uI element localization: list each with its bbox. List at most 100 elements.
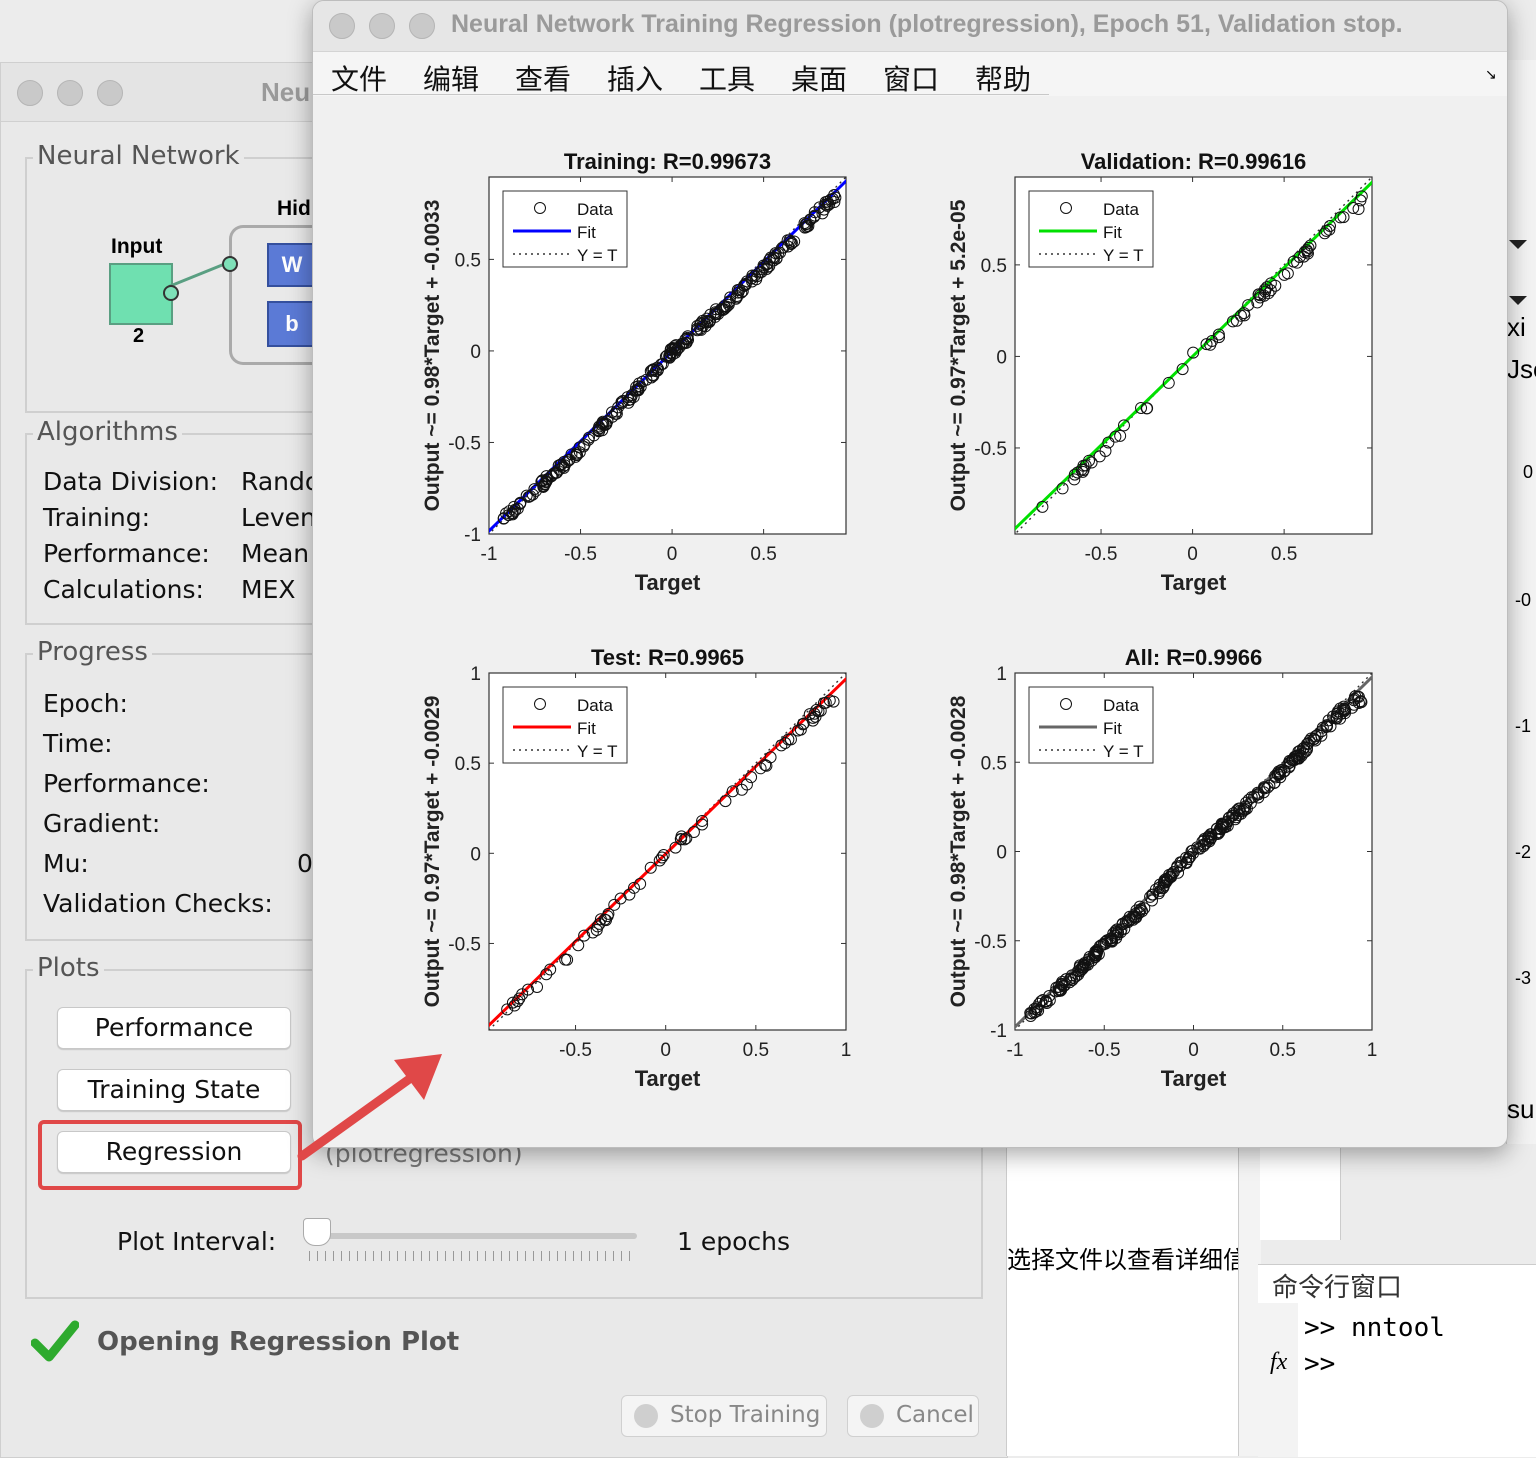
- data-point: [1269, 771, 1282, 784]
- data-point: [1334, 707, 1347, 720]
- menu-view[interactable]: 查看: [515, 63, 572, 96]
- data-point: [796, 718, 809, 731]
- data-point: [1115, 923, 1128, 936]
- data-point: [1347, 201, 1360, 214]
- minimize-window-button[interactable]: [57, 80, 83, 106]
- training-state-plot-button[interactable]: Training State: [57, 1069, 291, 1111]
- data-point: [644, 861, 657, 874]
- plot-close-button[interactable]: [329, 13, 355, 39]
- data-point: [1268, 777, 1281, 790]
- algorithms-group-label: Algorithms: [33, 417, 182, 447]
- menu-help[interactable]: 帮助: [975, 63, 1032, 96]
- neural-network-group-label: Neural Network: [33, 141, 244, 171]
- data-point: [687, 826, 700, 839]
- command-window-title: 命令行窗口: [1272, 1272, 1403, 1302]
- menu-edit[interactable]: 编辑: [423, 63, 480, 96]
- data-point: [1242, 299, 1255, 312]
- data-point: [655, 358, 668, 371]
- menu-file[interactable]: 文件: [331, 63, 388, 96]
- y-tick-label: -1: [990, 1021, 1007, 1042]
- menu-tools[interactable]: 工具: [699, 63, 756, 96]
- menu-insert[interactable]: 插入: [607, 63, 664, 96]
- data-point: [1278, 765, 1291, 778]
- plot-title: Test: R=0.9965: [591, 645, 744, 670]
- x-axis-label: Target: [1161, 1066, 1227, 1091]
- data-point: [514, 497, 527, 510]
- x-tick-label: -0.5: [559, 1040, 592, 1061]
- cancel-button[interactable]: Cancel: [847, 1395, 979, 1437]
- x-tick-label: 0.5: [1270, 1040, 1296, 1061]
- data-point: [792, 724, 805, 737]
- x-axis-label: Target: [635, 1066, 701, 1091]
- close-window-button[interactable]: [17, 80, 43, 106]
- splitter[interactable]: [1238, 1144, 1261, 1456]
- data-point: [578, 929, 591, 942]
- fx-icon[interactable]: fx: [1270, 1349, 1288, 1375]
- performance-plot-button[interactable]: Performance: [57, 1007, 291, 1049]
- stop-training-button[interactable]: Stop Training: [621, 1395, 827, 1437]
- plot-title: Validation: R=0.99616: [1081, 149, 1307, 174]
- data-point: [696, 814, 709, 827]
- data-point: [594, 913, 607, 926]
- data-point: [644, 365, 657, 378]
- algo-value-training: Leven: [241, 503, 316, 532]
- regression-plot-button[interactable]: Regression: [57, 1131, 291, 1173]
- plot-zoom-button[interactable]: [409, 13, 435, 39]
- workspace-strip: xi Jse 0 -0 -1 -2 -3 su: [1506, 60, 1536, 1144]
- command-window[interactable]: 命令行窗口 fx >> nntool >>: [1258, 1264, 1536, 1457]
- data-point: [1252, 288, 1265, 301]
- data-point: [557, 461, 570, 474]
- legend-entry: Y = T: [1103, 742, 1143, 761]
- fragment-use: Jse: [1507, 354, 1536, 384]
- algo-value-performance: Mean: [241, 539, 310, 568]
- data-point: [540, 968, 553, 981]
- data-point: [1028, 1003, 1041, 1016]
- dropdown-arrow-icon-2[interactable]: [1509, 296, 1527, 305]
- data-point: [1176, 363, 1189, 376]
- menu-desktop[interactable]: 桌面: [791, 63, 848, 96]
- data-point: [1068, 468, 1081, 481]
- legend-entry: Y = T: [577, 742, 617, 761]
- data-point: [810, 703, 823, 716]
- data-point: [1093, 450, 1106, 463]
- data-point: [1322, 714, 1335, 727]
- data-point: [1334, 211, 1347, 224]
- plot-interval-slider-thumb[interactable]: [303, 1218, 331, 1246]
- progress-group-label: Progress: [33, 637, 152, 667]
- identity-line: [1015, 177, 1372, 534]
- data-point: [804, 213, 817, 226]
- x-axis-label: Target: [635, 570, 701, 595]
- legend-entry: Fit: [1103, 719, 1122, 738]
- plot-interval-slider-track[interactable]: [307, 1233, 637, 1239]
- x-tick-label: 0: [1188, 1040, 1199, 1061]
- y-tick-label: -0.5: [448, 934, 481, 955]
- dropdown-arrow-icon[interactable]: [1509, 240, 1527, 249]
- data-point: [681, 331, 694, 344]
- data-point: [751, 270, 764, 283]
- menu-window[interactable]: 窗口: [883, 63, 940, 96]
- undock-icon[interactable]: ↘: [1485, 66, 1497, 82]
- data-point: [1068, 971, 1081, 984]
- data-point: [1078, 956, 1091, 969]
- input-node: [163, 285, 179, 301]
- plot-minimize-button[interactable]: [369, 13, 395, 39]
- plot-title: Training: R=0.99673: [564, 149, 771, 174]
- legend-entry: Data: [1103, 200, 1139, 219]
- data-point: [776, 241, 789, 254]
- data-point: [823, 198, 836, 211]
- data-point: [524, 490, 537, 503]
- data-point: [665, 346, 678, 359]
- data-point: [680, 832, 693, 845]
- zoom-window-button[interactable]: [97, 80, 123, 106]
- data-point: [1349, 690, 1362, 703]
- data-point: [1083, 454, 1096, 467]
- plots-group-label: Plots: [33, 953, 104, 983]
- fragment-xi: xi: [1507, 312, 1526, 342]
- data-point: [600, 914, 613, 927]
- data-point: [1293, 749, 1306, 762]
- data-point: [1264, 284, 1277, 297]
- file-details-pane: 选择文件以查看详细信: [1006, 1144, 1239, 1456]
- menu-underline: [313, 94, 1049, 95]
- command-line-2[interactable]: >>: [1304, 1349, 1336, 1379]
- input-size: 2: [133, 325, 145, 347]
